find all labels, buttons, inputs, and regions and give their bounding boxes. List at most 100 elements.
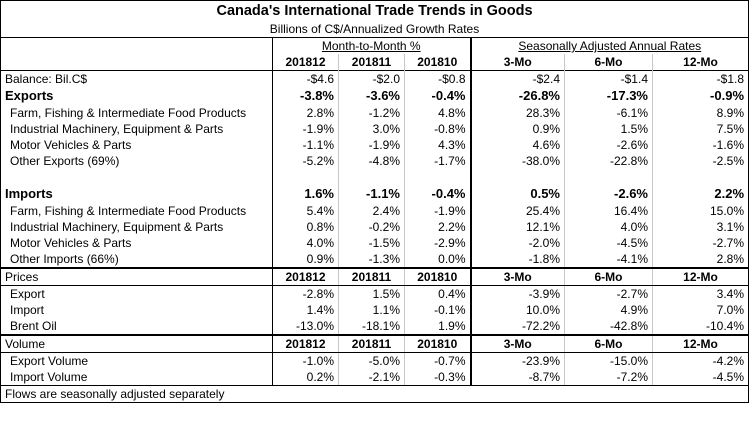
value-cell: -3.9%: [469, 285, 565, 302]
value-cell: [564, 169, 653, 185]
value-cell: 1.6%: [272, 185, 339, 203]
value-cell: -1.6%: [651, 137, 749, 153]
value-cell: -5.0%: [338, 352, 405, 369]
value-cell: -23.9%: [469, 352, 565, 369]
value-cell: -2.8%: [272, 285, 339, 302]
value-cell: 201810: [404, 335, 471, 353]
column-header: 6-Mo: [564, 54, 653, 71]
value-cell: -$2.0: [338, 70, 405, 87]
exports-total-row: Exports -3.8% -3.6% -0.4% -26.8% -17.3% -0.9%: [1, 87, 749, 105]
row-label: Farm, Fishing & Intermediate Food Produc…: [10, 204, 247, 218]
value-cell: -2.7%: [651, 235, 749, 251]
value-cell: -72.2%: [469, 318, 565, 336]
value-cell: -4.2%: [651, 352, 749, 369]
value-cell: 2.8%: [272, 105, 339, 121]
value-cell: -1.9%: [338, 137, 405, 153]
value-cell: -0.4%: [404, 87, 471, 105]
row-label: Other Exports (69%): [10, 154, 120, 168]
value-cell: 8.9%: [651, 105, 749, 121]
row-label: Motor Vehicles & Parts: [10, 138, 132, 152]
value-cell: -2.5%: [651, 153, 749, 169]
value-cell: 0.2%: [272, 369, 339, 386]
value-cell: 10.0%: [469, 302, 565, 318]
prices-row: Import 1.4% 1.1% -0.1% 10.0% 4.9% 7.0%: [1, 302, 749, 318]
trade-trends-table: Canada's International Trade Trends in G…: [0, 0, 750, 403]
value-cell: 3.0%: [338, 121, 405, 137]
value-cell: -0.9%: [651, 87, 749, 105]
value-cell: -2.1%: [338, 369, 405, 386]
value-cell: -4.5%: [651, 369, 749, 386]
row-label: Imports: [5, 186, 53, 201]
value-cell: -22.8%: [564, 153, 653, 169]
value-cell: 0.4%: [404, 285, 471, 302]
column-header-row: 201812 201811 201810 3-Mo 6-Mo 12-Mo: [1, 54, 749, 71]
value-cell: -1.7%: [404, 153, 471, 169]
value-cell: 1.5%: [564, 121, 653, 137]
row-label: Exports: [5, 88, 54, 103]
value-cell: -$1.4: [564, 70, 653, 87]
value-cell: 2.8%: [651, 251, 749, 269]
group-header-saar: Seasonally Adjusted Annual Rates: [469, 37, 749, 54]
value-cell: 2.2%: [651, 185, 749, 203]
row-label: Other Imports (66%): [0, 251, 273, 269]
footnote: Flows are seasonally adjusted separately: [5, 387, 225, 401]
value-cell: -2.7%: [564, 285, 653, 302]
value-cell: -42.8%: [564, 318, 653, 336]
value-cell: 3-Mo: [469, 335, 565, 353]
value-cell: 4.6%: [469, 137, 565, 153]
row-label: Import: [10, 303, 45, 317]
value-cell: -0.7%: [404, 352, 471, 369]
value-cell: 12-Mo: [651, 268, 749, 286]
value-cell: 7.5%: [651, 121, 749, 137]
column-header: 12-Mo: [651, 54, 749, 71]
value-cell: -1.5%: [338, 235, 405, 251]
value-cell: 1.4%: [272, 302, 339, 318]
column-header: 201812: [272, 54, 339, 71]
value-cell: -1.3%: [338, 251, 405, 269]
value-cell: -8.7%: [469, 369, 565, 386]
value-cell: 15.0%: [651, 203, 749, 219]
value-cell: -10.4%: [651, 318, 749, 336]
table-title: Canada's International Trade Trends in G…: [216, 3, 533, 19]
value-cell: 4.3%: [404, 137, 471, 153]
value-cell: 201810: [404, 268, 471, 286]
footnote-row: Flows are seasonally adjusted separately: [1, 386, 749, 403]
volume-row: Import Volume 0.2% -2.1% -0.3% -8.7% -7.2% -4.…: [0, 369, 749, 386]
value-cell: 12.1%: [469, 219, 565, 235]
exports-detail-row: Industrial Machinery, Equipment & Parts -…: [1, 121, 749, 137]
spacer-row: [1, 169, 749, 185]
value-cell: 3.1%: [651, 219, 749, 235]
value-cell: [338, 169, 405, 185]
value-cell: -2.6%: [564, 185, 653, 203]
value-cell: -3.8%: [272, 87, 339, 105]
value-cell: 6-Mo: [564, 335, 653, 353]
value-cell: 3-Mo: [469, 268, 565, 286]
value-cell: -15.0%: [564, 352, 653, 369]
value-cell: 7.0%: [651, 302, 749, 318]
column-header: 201810: [404, 54, 471, 71]
value-cell: 1.1%: [338, 302, 405, 318]
value-cell: -1.9%: [404, 203, 471, 219]
value-cell: -38.0%: [469, 153, 565, 169]
imports-detail-row: Motor Vehicles & Parts 4.0% -1.5% -2.9% -2.0…: [1, 235, 749, 251]
row-label: Motor Vehicles & Parts: [10, 236, 132, 250]
value-cell: -2.9%: [404, 235, 471, 251]
value-cell: [469, 169, 565, 185]
value-cell: -1.8%: [469, 251, 565, 269]
value-cell: 1.5%: [338, 285, 405, 302]
value-cell: 0.8%: [272, 219, 339, 235]
column-header: 3-Mo: [469, 54, 565, 71]
exports-detail-row: Motor Vehicles & Parts -1.1% -1.9% 4.3% 4.6%…: [1, 137, 749, 153]
value-cell: -$1.8: [651, 70, 749, 87]
value-cell: 0.9%: [272, 251, 339, 269]
value-cell: 16.4%: [564, 203, 653, 219]
row-label: Volume: [0, 335, 273, 353]
value-cell: 4.9%: [564, 302, 653, 318]
value-cell: -0.4%: [404, 185, 471, 203]
prices-header-row: Prices 201812 201811 201810 3-Mo 6-Mo 12-Mo: [0, 268, 749, 286]
row-label: Industrial Machinery, Equipment & Parts: [10, 220, 224, 234]
value-cell: -4.1%: [564, 251, 653, 269]
value-cell: 3.4%: [651, 285, 749, 302]
prices-row: Brent Oil -13.0% -18.1% 1.9% -72.2% -42.8% -10…: [0, 318, 749, 336]
value-cell: 1.9%: [404, 318, 471, 336]
